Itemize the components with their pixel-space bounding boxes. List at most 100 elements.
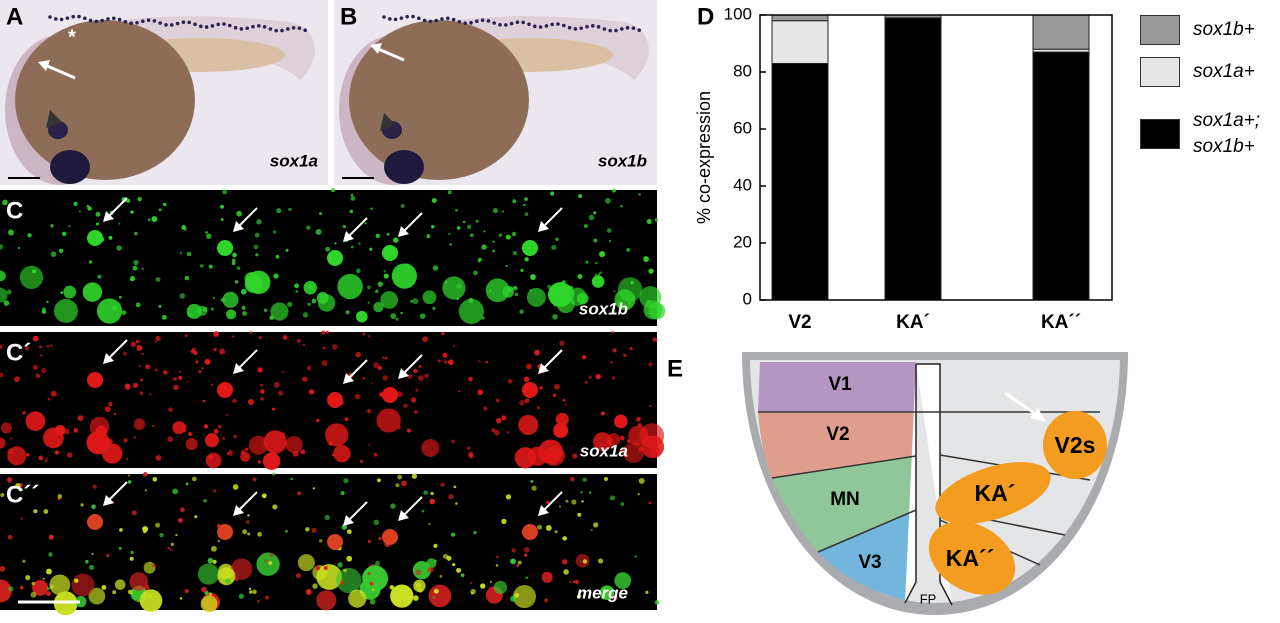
signal <box>469 233 474 238</box>
signal <box>281 371 284 374</box>
signal <box>179 293 186 299</box>
signal <box>95 222 100 226</box>
signal <box>523 553 528 557</box>
signal <box>369 581 374 586</box>
signal <box>520 268 524 272</box>
signal <box>135 599 138 602</box>
signal <box>337 562 343 568</box>
arrow <box>401 496 423 518</box>
signal <box>46 300 49 304</box>
signal <box>308 284 314 291</box>
arrowhead <box>538 221 549 232</box>
signal <box>334 242 337 245</box>
signal <box>637 422 643 428</box>
signal <box>203 424 209 429</box>
signal <box>517 560 522 565</box>
signal <box>613 290 616 293</box>
arrowhead <box>398 368 409 379</box>
signal <box>149 393 152 396</box>
signal <box>550 191 555 196</box>
signal <box>524 398 530 404</box>
signal <box>493 580 508 594</box>
signal <box>44 459 48 463</box>
signal <box>366 409 372 414</box>
stain-dot <box>106 17 110 21</box>
signal <box>563 569 569 575</box>
signal <box>544 598 549 603</box>
panel-letter: C´´ <box>6 481 39 508</box>
signal <box>567 295 572 300</box>
signal <box>403 403 408 408</box>
signal <box>43 509 49 514</box>
signal <box>389 411 393 415</box>
signal <box>261 493 267 499</box>
signal <box>375 233 380 238</box>
signal <box>118 222 121 225</box>
signal <box>373 301 384 313</box>
arrowhead <box>398 510 409 521</box>
signal <box>415 569 422 576</box>
signal <box>620 205 623 208</box>
region-label: V1 <box>828 374 852 395</box>
signal <box>316 418 320 423</box>
panel-label: sox1b <box>579 299 628 318</box>
signal <box>127 474 131 477</box>
ka1-cell <box>935 462 1051 524</box>
signal <box>654 218 659 222</box>
signal <box>142 526 149 533</box>
signal <box>205 452 222 469</box>
signal <box>569 580 572 584</box>
signal <box>518 414 539 435</box>
signal <box>203 498 207 503</box>
stain-dot <box>556 22 560 26</box>
signal <box>6 477 13 483</box>
signal <box>553 422 569 438</box>
signal <box>178 370 181 373</box>
signal <box>607 438 613 444</box>
signal <box>217 539 220 543</box>
signal <box>652 337 658 342</box>
signal <box>208 264 213 269</box>
stain-dot <box>521 20 525 25</box>
signal <box>39 345 42 349</box>
signal <box>442 276 466 300</box>
signal <box>101 585 107 590</box>
signal <box>155 455 162 461</box>
signal <box>288 207 292 212</box>
signal <box>456 283 462 289</box>
signal <box>444 281 448 285</box>
stain-dot <box>440 17 444 21</box>
signal <box>136 345 143 351</box>
signal <box>367 301 370 304</box>
signal <box>217 567 236 586</box>
signal <box>423 490 428 495</box>
signal <box>161 314 167 320</box>
signal <box>172 421 186 435</box>
signal <box>272 472 276 476</box>
signal <box>481 316 485 320</box>
stain-dot <box>527 22 531 27</box>
signal <box>263 308 268 312</box>
signal <box>382 245 398 261</box>
signal <box>282 335 288 340</box>
stain-dot <box>141 19 145 24</box>
signal <box>592 432 613 452</box>
stain-dot <box>175 21 180 26</box>
signal <box>340 580 345 585</box>
signal <box>512 250 518 256</box>
panel-letter: C´ <box>6 339 31 366</box>
signal <box>328 440 333 446</box>
signal <box>78 210 81 213</box>
stain-dot <box>533 24 537 29</box>
signal <box>507 379 513 384</box>
signal <box>273 381 280 388</box>
signal <box>287 301 293 307</box>
signal <box>58 248 64 254</box>
arrow <box>401 212 423 234</box>
signal <box>27 233 32 238</box>
signal <box>155 277 161 282</box>
signal <box>290 477 293 481</box>
signal <box>46 345 50 348</box>
stain-dot <box>245 26 249 31</box>
signal <box>134 231 138 236</box>
